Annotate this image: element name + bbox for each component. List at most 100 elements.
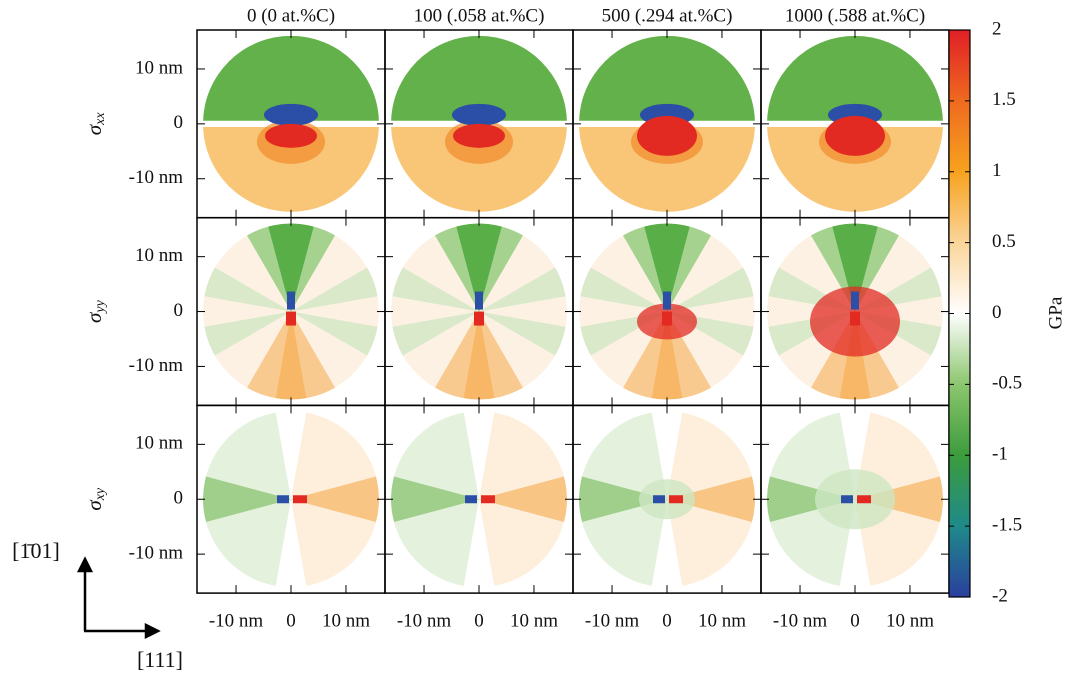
stress-region xyxy=(832,223,878,312)
stress-region xyxy=(815,469,895,530)
stress-panel xyxy=(391,223,567,400)
stress-region xyxy=(463,311,495,400)
stress-region xyxy=(767,476,855,523)
stress-region xyxy=(392,311,479,356)
stress-region xyxy=(479,476,567,523)
stress-region xyxy=(293,495,307,504)
row-label: σxy xyxy=(82,487,108,511)
stress-region xyxy=(479,267,566,312)
stress-region xyxy=(275,499,307,588)
stress-region xyxy=(651,499,683,588)
x-tick-label: -10 nm xyxy=(585,610,640,631)
y-tick-label: 0 xyxy=(174,488,184,509)
stress-region xyxy=(268,223,314,312)
x-tick-label: 0 xyxy=(474,610,484,631)
x-tick-label: -10 nm xyxy=(209,610,264,631)
stress-region xyxy=(474,311,484,326)
x-tick-label: 10 nm xyxy=(510,610,558,631)
stress-region xyxy=(653,495,665,504)
stress-region xyxy=(841,495,853,504)
y-tick-label: -10 nm xyxy=(129,167,184,188)
colorbar-label: GPa xyxy=(1045,296,1066,329)
arrow-head xyxy=(144,622,161,640)
stress-region xyxy=(265,123,317,148)
stress-panel xyxy=(579,411,755,588)
stress-panel xyxy=(203,35,379,212)
stress-region xyxy=(667,476,755,523)
column-title: 500 (.294 at.%C) xyxy=(602,5,733,26)
stress-region xyxy=(639,479,695,520)
arrow-head xyxy=(76,556,94,573)
stress-region xyxy=(651,311,683,400)
colorbar-tick-label: -1 xyxy=(992,444,1008,465)
stress-panel xyxy=(203,223,379,400)
stress-region xyxy=(857,495,871,504)
direction-label: [111] xyxy=(137,647,183,672)
stress-region xyxy=(287,291,295,310)
stress-region xyxy=(839,499,871,588)
stress-panel xyxy=(767,411,943,588)
column-title: 1000 (.588 at.%C) xyxy=(785,5,925,26)
stress-region xyxy=(839,411,871,500)
row-subscript: yy xyxy=(93,299,108,314)
stress-region xyxy=(580,267,667,312)
direction-label: [1̄01] xyxy=(12,538,60,563)
stress-region xyxy=(662,311,672,326)
stress-panel xyxy=(203,411,379,588)
colorbar-tick-label: -1.5 xyxy=(992,514,1022,535)
stress-panel xyxy=(579,223,755,400)
stress-region xyxy=(391,476,479,523)
colorbar-tick-label: 1 xyxy=(992,160,1002,181)
stress-region xyxy=(264,103,318,126)
colorbar-tick-label: 2 xyxy=(992,18,1002,39)
row-subscript: xx xyxy=(93,112,108,126)
stress-region xyxy=(579,476,667,523)
column-title: 100 (.058 at.%C) xyxy=(414,5,545,26)
x-tick-label: -10 nm xyxy=(773,610,828,631)
stress-region xyxy=(275,311,307,400)
stress-region xyxy=(825,115,885,156)
stress-region xyxy=(291,311,378,356)
stress-region xyxy=(392,267,479,312)
stress-region xyxy=(475,291,483,310)
y-tick-label: 0 xyxy=(174,300,184,321)
stress-region xyxy=(204,311,291,356)
y-tick-label: 0 xyxy=(174,112,184,133)
colorbar-tick-label: 0.5 xyxy=(992,231,1016,252)
stress-panel xyxy=(579,35,755,212)
stress-region xyxy=(851,291,859,310)
row-symbol: σ xyxy=(82,123,106,135)
y-tick-label: 10 nm xyxy=(135,245,183,266)
stress-region xyxy=(669,495,683,504)
column-title: 0 (0 at.%C) xyxy=(247,5,335,26)
stress-region xyxy=(465,495,477,504)
row-symbol: σ xyxy=(82,311,106,323)
x-tick-label: 0 xyxy=(850,610,860,631)
stress-region xyxy=(291,476,379,523)
row-label: σxx xyxy=(82,112,108,136)
x-tick-label: 0 xyxy=(286,610,296,631)
stress-region xyxy=(203,476,291,523)
stress-region xyxy=(275,411,307,500)
x-tick-label: 10 nm xyxy=(886,610,934,631)
stress-region xyxy=(286,311,296,326)
row-label: σyy xyxy=(82,299,108,323)
x-tick-label: -10 nm xyxy=(397,610,452,631)
stress-region xyxy=(651,411,683,500)
x-tick-label: 10 nm xyxy=(322,610,370,631)
direction-arrows xyxy=(76,556,161,640)
y-tick-label: 10 nm xyxy=(135,433,183,454)
stress-region xyxy=(667,267,754,312)
stress-region xyxy=(850,311,860,326)
stress-panel xyxy=(391,411,567,588)
colorbar-tick-label: 0 xyxy=(992,302,1002,323)
y-tick-label: 10 nm xyxy=(135,57,183,78)
stress-region xyxy=(463,499,495,588)
y-tick-label: -10 nm xyxy=(129,542,184,563)
stress-region xyxy=(291,267,378,312)
colorbar-tick-label: 1.5 xyxy=(992,89,1016,110)
stress-region xyxy=(456,223,502,312)
stress-region xyxy=(452,103,506,126)
stress-region xyxy=(481,495,495,504)
